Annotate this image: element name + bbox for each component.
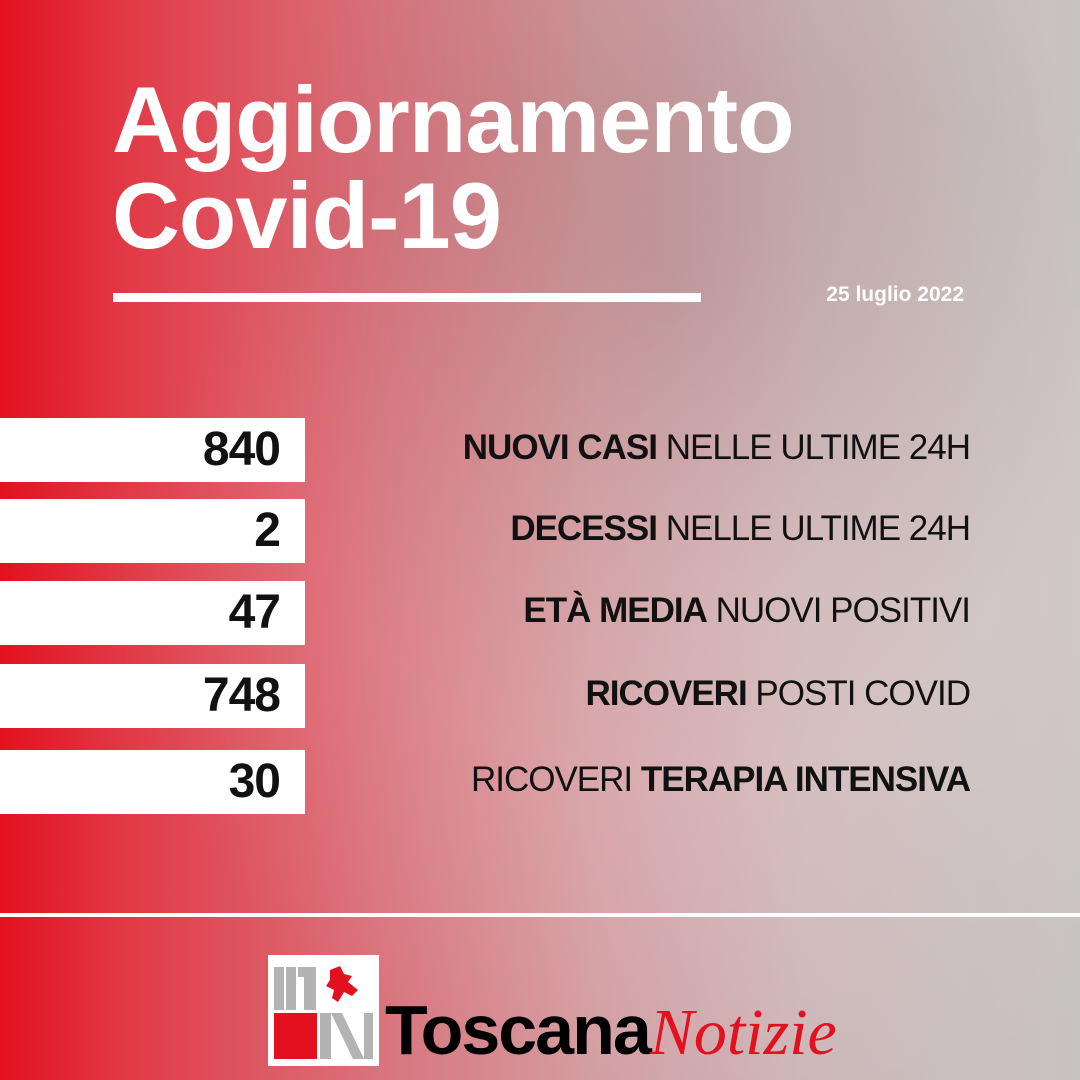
date: 25 luglio 2022 <box>826 283 964 306</box>
stat-value: 748 <box>202 669 281 722</box>
stat-value-box <box>0 750 305 814</box>
stat-value-box <box>0 581 305 645</box>
stat-label-light: NELLE ULTIME 24H <box>656 509 971 548</box>
page-title: Aggiornamento Covid-19 <box>112 67 795 268</box>
stat-label-light: NELLE ULTIME 24H <box>656 428 971 467</box>
stat-label-bold: RICOVERI <box>585 674 747 713</box>
stat-value: 30 <box>228 755 281 808</box>
toscana-notizie-logo <box>268 955 379 1066</box>
stat-label: RICOVERI TERAPIA INTENSIVA <box>470 750 971 810</box>
brand-italic: Notizie <box>649 996 837 1069</box>
stat-row: 748 RICOVERI POSTI COVID <box>0 664 1080 728</box>
stat-value: 2 <box>254 504 281 557</box>
stat-label-bold: TERAPIA INTENSIVA <box>640 760 971 799</box>
stat-label: NUOVI CASI NELLE ULTIME 24H <box>462 418 971 478</box>
stat-row: 840 NUOVI CASI NELLE ULTIME 24H <box>0 418 1080 482</box>
stat-label: RICOVERI POSTI COVID <box>585 664 971 724</box>
divider <box>0 913 1080 917</box>
stat-label-bold: DECESSI <box>510 509 658 548</box>
stat-label-bold: NUOVI CASI <box>462 428 658 467</box>
stat-label-light: RICOVERI <box>470 760 641 799</box>
stat-value-box <box>0 418 305 482</box>
brand-name: ToscanaNotizie <box>385 990 837 1071</box>
stat-label: DECESSI NELLE ULTIME 24H <box>510 499 971 559</box>
stat-value-box <box>0 499 305 563</box>
stat-value-box <box>0 664 305 728</box>
stat-label: ETÀ MEDIA NUOVI POSITIVI <box>523 581 971 641</box>
stat-value: 47 <box>228 586 281 639</box>
title-line-2: Covid-19 <box>112 163 502 268</box>
stat-row: 2 DECESSI NELLE ULTIME 24H <box>0 499 1080 563</box>
title-underline <box>113 293 701 302</box>
brand-bold: Toscana <box>385 991 652 1069</box>
stat-value: 840 <box>202 423 281 476</box>
stat-label-bold: ETÀ MEDIA <box>523 591 707 630</box>
title-line-1: Aggiornamento <box>112 67 795 172</box>
stat-row: 30 RICOVERI TERAPIA INTENSIVA <box>0 750 1080 814</box>
stat-row: 47 ETÀ MEDIA NUOVI POSITIVI <box>0 581 1080 645</box>
stat-label-light: NUOVI POSITIVI <box>706 591 971 630</box>
stat-label-light: POSTI COVID <box>746 674 971 713</box>
